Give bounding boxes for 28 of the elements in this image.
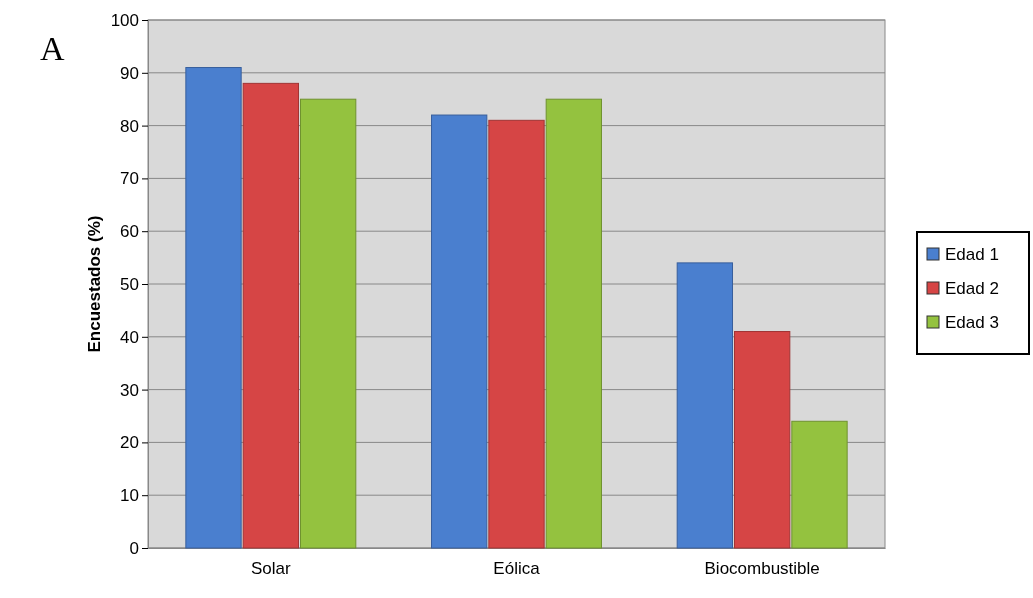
- bar: [488, 119, 545, 549]
- bar: [791, 420, 848, 549]
- y-tick-label: 20: [120, 433, 139, 453]
- x-tick-label: Solar: [250, 559, 292, 579]
- bar: [299, 98, 357, 549]
- bar: [734, 331, 791, 549]
- bar: [676, 262, 734, 549]
- bar: [431, 114, 488, 549]
- y-tick-label: 30: [120, 380, 139, 400]
- y-tick-label: 80: [120, 116, 139, 136]
- bar: [185, 67, 242, 549]
- y-tick-label: 40: [120, 327, 139, 347]
- x-tick-label: Biocombustible: [704, 559, 820, 579]
- y-tick-label: 90: [120, 63, 139, 83]
- text: A: [40, 30, 65, 67]
- y-tick-label: 50: [120, 274, 139, 294]
- y-tick-label: 10: [120, 486, 139, 506]
- legend-label: Edad 3: [945, 313, 999, 332]
- y-axis-title: Encuestados (%): [85, 215, 104, 353]
- bar: [242, 82, 299, 549]
- legend-label: Edad 1: [945, 245, 999, 264]
- y-tick-label: 0: [129, 538, 139, 558]
- y-tick-label: 70: [120, 169, 139, 189]
- x-tick-label: Eólica: [493, 559, 541, 579]
- bar: [545, 98, 602, 549]
- y-tick-label: 60: [120, 222, 139, 242]
- y-tick-label: 100: [110, 10, 139, 30]
- legend-label: Edad 2: [945, 279, 999, 298]
